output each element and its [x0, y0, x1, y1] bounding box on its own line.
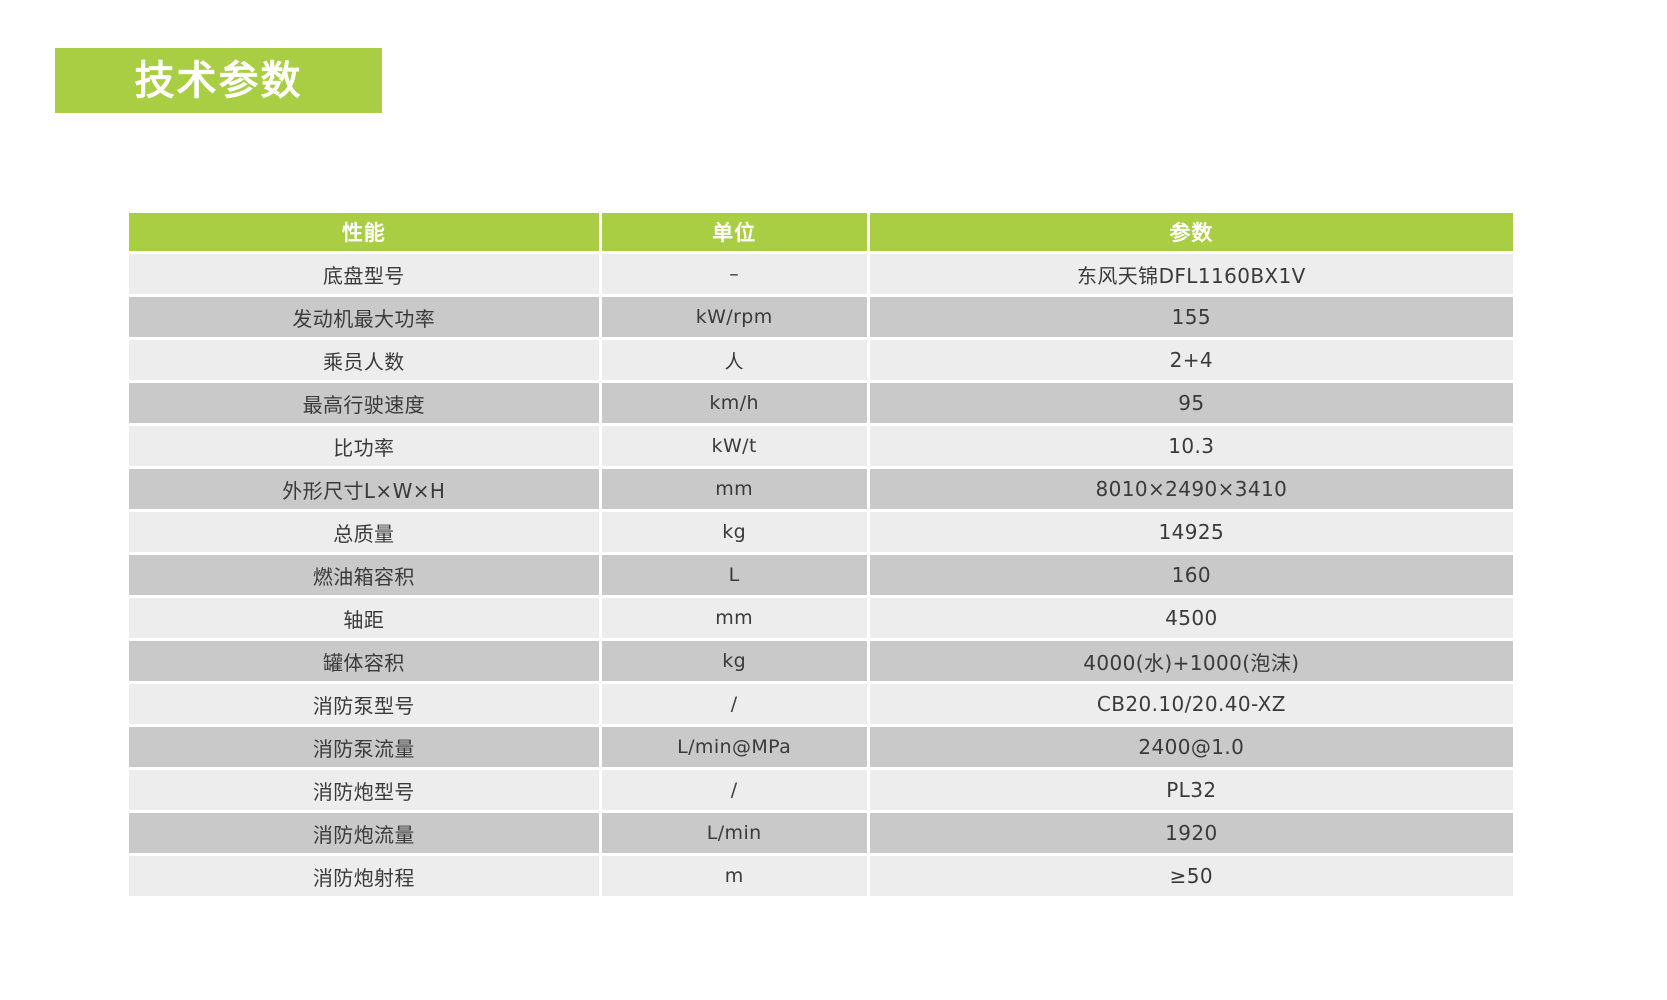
cell-performance: 消防炮流量 [129, 813, 599, 853]
cell-parameter: 2+4 [869, 340, 1513, 380]
cell-unit: kW/t [601, 426, 867, 466]
cell-unit: L [601, 555, 867, 595]
cell-performance: 燃油箱容积 [129, 555, 599, 595]
cell-unit: kg [601, 512, 867, 552]
cell-performance: 轴距 [129, 598, 599, 638]
cell-parameter: 东风天锦DFL1160BX1V [869, 254, 1513, 294]
cell-unit: km/h [601, 383, 867, 423]
cell-unit: mm [601, 469, 867, 509]
table-row: 总质量 kg 14925 [129, 512, 1513, 552]
table-row: 燃油箱容积 L 160 [129, 555, 1513, 595]
cell-performance: 消防泵型号 [129, 684, 599, 724]
cell-parameter: 155 [869, 297, 1513, 337]
cell-unit: – [601, 254, 867, 294]
table-row: 发动机最大功率 kW/rpm 155 [129, 297, 1513, 337]
table-row: 外形尺寸L×W×H mm 8010×2490×3410 [129, 469, 1513, 509]
cell-unit: / [601, 684, 867, 724]
technical-specifications-table: 性能 单位 参数 底盘型号 – 东风天锦DFL1160BX1V 发动机最大功率 kW/r… [126, 210, 1516, 899]
table-row: 轴距 mm 4500 [129, 598, 1513, 638]
cell-parameter: 14925 [869, 512, 1513, 552]
column-header-performance: 性能 [129, 213, 599, 251]
table-row: 乘员人数人 2+4 [129, 340, 1513, 380]
cell-unit: L/min@MPa [601, 727, 867, 767]
table-row: 消防泵型号 / CB20.10/20.40-XZ [129, 684, 1513, 724]
cell-parameter: 10.3 [869, 426, 1513, 466]
table-row: 罐体容积 kg 4000(水)+1000(泡沫) [129, 641, 1513, 681]
cell-performance: 乘员人数 [129, 340, 599, 380]
cell-parameter: 95 [869, 383, 1513, 423]
cell-unit: kg [601, 641, 867, 681]
cell-performance: 罐体容积 [129, 641, 599, 681]
cell-performance: 外形尺寸L×W×H [129, 469, 599, 509]
section-title-banner: 技术参数 [55, 48, 382, 113]
cell-parameter: PL32 [869, 770, 1513, 810]
cell-unit: m [601, 856, 867, 896]
cell-unit: L/min [601, 813, 867, 853]
table-row: 消防炮流量 L/min 1920 [129, 813, 1513, 853]
cell-performance: 消防炮射程 [129, 856, 599, 896]
table-header-row: 性能 单位 参数 [129, 213, 1513, 251]
cell-performance: 总质量 [129, 512, 599, 552]
column-header-parameter: 参数 [869, 213, 1513, 251]
cell-unit: / [601, 770, 867, 810]
cell-parameter: 1920 [869, 813, 1513, 853]
cell-performance: 消防炮型号 [129, 770, 599, 810]
cell-unit: 人 [601, 340, 867, 380]
cell-unit: mm [601, 598, 867, 638]
page-title: 技术参数 [134, 57, 303, 104]
cell-performance: 消防泵流量 [129, 727, 599, 767]
cell-parameter: 2400@1.0 [869, 727, 1513, 767]
table-body: 底盘型号 – 东风天锦DFL1160BX1V 发动机最大功率 kW/rpm 155 乘员人数… [129, 254, 1513, 896]
cell-unit: kW/rpm [601, 297, 867, 337]
cell-parameter: ≥50 [869, 856, 1513, 896]
table-row: 底盘型号 – 东风天锦DFL1160BX1V [129, 254, 1513, 294]
cell-performance: 发动机最大功率 [129, 297, 599, 337]
cell-performance: 比功率 [129, 426, 599, 466]
cell-parameter: 160 [869, 555, 1513, 595]
cell-parameter: 4500 [869, 598, 1513, 638]
cell-performance: 底盘型号 [129, 254, 599, 294]
column-header-unit: 单位 [601, 213, 867, 251]
table-header: 性能 单位 参数 [129, 213, 1513, 251]
cell-parameter: 8010×2490×3410 [869, 469, 1513, 509]
table-row: 消防炮射程 m ≥50 [129, 856, 1513, 896]
table-row: 比功率 kW/t 10.3 [129, 426, 1513, 466]
cell-performance: 最高行驶速度 [129, 383, 599, 423]
cell-parameter: 4000(水)+1000(泡沫) [869, 641, 1513, 681]
table-row: 最高行驶速度 km/h 95 [129, 383, 1513, 423]
table-row: 消防泵流量 L/min@MPa 2400@1.0 [129, 727, 1513, 767]
cell-parameter: CB20.10/20.40-XZ [869, 684, 1513, 724]
table-row: 消防炮型号 / PL32 [129, 770, 1513, 810]
